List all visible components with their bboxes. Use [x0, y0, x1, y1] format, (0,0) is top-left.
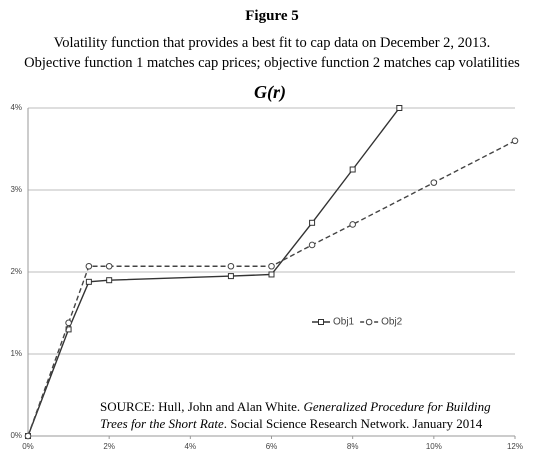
- marker: [105, 262, 113, 270]
- marker: [24, 432, 32, 440]
- y-tick-label: 2%: [10, 267, 22, 276]
- x-tick-label: 0%: [22, 442, 34, 451]
- y-tick-label: 4%: [10, 103, 22, 112]
- marker: [309, 219, 316, 226]
- chart-title: G(r): [254, 82, 286, 103]
- marker: [396, 105, 403, 111]
- marker: [430, 179, 438, 186]
- marker: [511, 137, 519, 145]
- legend: Obj1 Obj2: [312, 317, 403, 328]
- source-text: . Social Science Research Network. Janua…: [224, 416, 483, 431]
- legend-label: Obj1: [333, 317, 355, 328]
- marker: [365, 318, 373, 326]
- x-tick-label: 6%: [266, 442, 278, 451]
- plot: [24, 105, 519, 440]
- marker: [349, 166, 356, 173]
- legend-label: Obj2: [381, 317, 403, 328]
- marker: [349, 221, 356, 228]
- source-title: Trees for the Short Rate: [100, 416, 224, 431]
- marker: [268, 262, 275, 270]
- source-note: Trees for the Short Rate. Social Science…: [100, 416, 483, 431]
- y-tick-label: 3%: [10, 185, 22, 194]
- source-title: Generalized Procedure for Building: [303, 399, 491, 414]
- marker: [106, 277, 113, 284]
- marker: [65, 319, 72, 327]
- subtitle: Volatility function that provides a best…: [54, 35, 491, 51]
- source-note: SOURCE: Hull, John and Alan White. Gener…: [100, 399, 491, 414]
- grid: 0% 1% 2% 3% 4% 0% 2% 4% 6% 8% 10% 12%: [10, 103, 523, 451]
- marker: [268, 271, 275, 278]
- marker: [227, 262, 235, 270]
- marker: [318, 319, 324, 325]
- x-tick-label: 10%: [426, 442, 442, 451]
- series-line: [27, 140, 516, 437]
- y-tick-label: 1%: [10, 349, 22, 358]
- x-tick-label: 8%: [347, 442, 359, 451]
- marker: [227, 273, 234, 280]
- x-tick-label: 4%: [185, 442, 197, 451]
- marker: [85, 278, 92, 285]
- subtitle: Objective function 1 matches cap prices;…: [24, 55, 520, 71]
- x-tick-label: 2%: [103, 442, 115, 451]
- y-tick-label: 0%: [10, 431, 22, 440]
- marker: [85, 262, 93, 270]
- figure-label: Figure 5: [245, 8, 298, 24]
- marker: [308, 241, 316, 249]
- source-text: SOURCE: Hull, John and Alan White.: [100, 399, 303, 414]
- x-tick-label: 12%: [507, 442, 523, 451]
